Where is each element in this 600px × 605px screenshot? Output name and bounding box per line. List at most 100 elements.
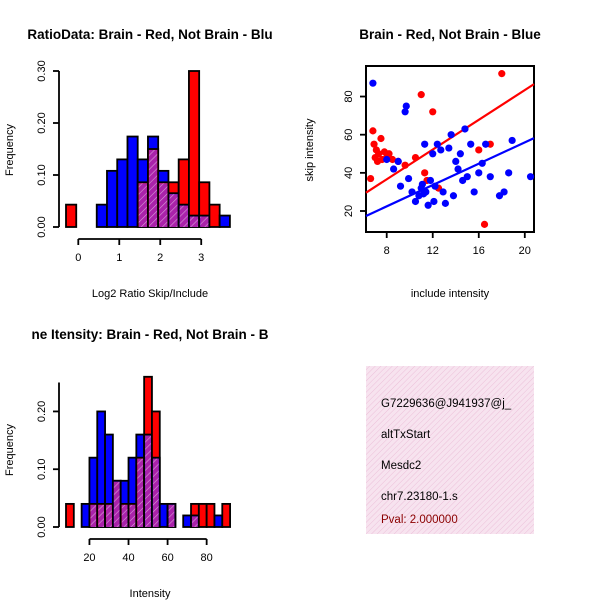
histogram-bar-brain	[208, 203, 221, 228]
scatter-x-tick-label: 12	[427, 245, 439, 257]
scatter-point-not-brain	[390, 165, 398, 173]
histogram-bar-brain	[65, 502, 75, 528]
histogram-bar-overlap-hatch	[169, 194, 178, 227]
scatter-point-not-brain	[461, 125, 469, 133]
scatter-point-brain	[370, 140, 378, 148]
histogram-bar-overlap-hatch	[179, 205, 188, 227]
intensity-histogram-axes: 20 40 60 80 0.00 0.10 0.20	[36, 382, 213, 564]
scatter-fit-line-brain	[365, 83, 535, 194]
histogram-bar-not-brain	[80, 502, 91, 528]
scatter-point-not-brain	[439, 188, 447, 196]
scatter-point-brain	[367, 174, 375, 183]
scatter-point-not-brain	[447, 131, 455, 139]
ratio-histogram-bars	[65, 70, 231, 228]
scatter-axes: 8 12 16 20 20 40 60 80	[343, 90, 531, 257]
scatter-point-not-brain	[508, 136, 516, 145]
histogram-y-tick-label: 0.30	[36, 60, 48, 81]
scatter-point-not-brain	[486, 173, 494, 181]
histogram-y-tick-label: 0.00	[36, 216, 48, 237]
intensity-histogram-ylabel: Frequency	[4, 424, 16, 476]
histogram-y-tick-label: 0.10	[36, 459, 48, 480]
histogram-bar-not-brain	[213, 514, 224, 528]
scatter-point-not-brain	[526, 173, 535, 181]
histogram-bar-overlap-hatch	[168, 504, 175, 527]
histogram-bar-overlap-hatch	[113, 481, 120, 527]
scatter-point-not-brain	[402, 102, 410, 110]
scatter-point-not-brain	[424, 201, 432, 209]
histogram-bar-not-brain	[218, 214, 231, 228]
scatter-y-tick-label: 60	[343, 129, 355, 141]
histogram-x-tick-label: 60	[161, 552, 173, 564]
scatter-point-brain	[480, 220, 489, 228]
histogram-bar-overlap-hatch	[192, 516, 198, 527]
scatter-point-brain	[429, 108, 437, 116]
scatter-point-not-brain	[430, 197, 438, 206]
histogram-x-tick-label: 80	[201, 552, 213, 564]
histogram-bar-brain	[65, 203, 78, 228]
scatter-point-brain	[421, 169, 429, 177]
scatter-point-not-brain	[463, 173, 471, 181]
histogram-bar-overlap-hatch	[137, 458, 144, 527]
scatter-point-not-brain	[429, 150, 437, 158]
histogram-x-tick-label: 20	[83, 552, 95, 564]
scatter-point-brain	[377, 134, 385, 143]
info-panel-hatch	[366, 366, 534, 534]
info-location: chr7.23180-1.s	[381, 491, 458, 503]
histogram-x-tick-label: 0	[75, 252, 81, 264]
scatter-point-not-brain	[467, 140, 475, 148]
histogram-bar-brain	[197, 502, 208, 528]
scatter-point-brain	[498, 70, 506, 78]
scatter-point-not-brain	[394, 157, 402, 166]
histogram-bar-not-brain	[126, 135, 139, 228]
scatter-point-not-brain	[482, 140, 490, 148]
scatter-point-not-brain	[452, 157, 460, 166]
scatter-point-not-brain	[401, 108, 409, 116]
info-panel: G7229636@J941937@j_ altTxStart Mesdc2 ch…	[366, 366, 534, 534]
scatter-point-brain	[475, 146, 483, 154]
histogram-bar-overlap-hatch	[138, 183, 147, 227]
histogram-bar-brain	[205, 502, 216, 528]
intensity-histogram-bars	[65, 375, 231, 528]
scatter-points	[365, 70, 535, 228]
scatter-point-not-brain	[404, 174, 413, 183]
scatter-x-tick-label: 16	[473, 245, 485, 257]
scatter-point-not-brain	[418, 180, 426, 188]
scatter-point-brain	[369, 127, 377, 135]
histogram-bar-overlap-hatch	[148, 150, 158, 227]
intensity-histogram-title: ne Itensity: Brain - Red, Not Brain - B	[31, 327, 268, 342]
scatter-y-tick-label: 80	[343, 90, 355, 102]
info-gene-name: Mesdc2	[381, 460, 421, 472]
scatter-point-not-brain	[449, 192, 458, 200]
scatter-point-not-brain	[475, 169, 483, 177]
histogram-y-tick-label: 0.00	[36, 516, 48, 537]
histogram-bar-overlap-hatch	[145, 435, 151, 527]
scatter-point-not-brain	[505, 169, 513, 177]
histogram-bar-overlap-hatch	[98, 504, 105, 527]
scatter-point-not-brain	[445, 144, 453, 152]
scatter-point-brain	[385, 150, 393, 158]
scatter-x-tick-label: 20	[519, 245, 531, 257]
intensity-histogram: ne Itensity: Brain - Red, Not Brain - B …	[4, 327, 269, 600]
ratio-histogram: RatioData: Brain - Red, Not Brain - Blu …	[4, 27, 273, 300]
scatter-point-not-brain	[437, 146, 445, 154]
histogram-bar-overlap-hatch	[129, 504, 136, 527]
histogram-bar-overlap-hatch	[159, 183, 168, 227]
info-event-type: altTxStart	[381, 429, 431, 441]
histogram-y-tick-label: 0.20	[36, 112, 48, 133]
scatter-title: Brain - Red, Not Brain - Blue	[359, 27, 541, 42]
histogram-bar-overlap-hatch	[90, 504, 97, 527]
histogram-bar-overlap-hatch	[152, 458, 159, 527]
histogram-bar-not-brain	[182, 514, 192, 528]
info-pval: Pval: 2.000000	[381, 514, 458, 526]
scatter-point-not-brain	[421, 140, 429, 148]
histogram-bar-overlap-hatch	[106, 504, 112, 527]
ratio-histogram-axes: 0 1 2 3 0.00 0.10 0.20 0.30	[36, 60, 204, 264]
histogram-x-tick-label: 2	[157, 252, 163, 264]
scatter-xlabel: include intensity	[411, 288, 490, 300]
histogram-x-tick-label: 3	[198, 252, 204, 264]
histogram-bar-brain	[221, 502, 231, 528]
scatter-point-not-brain	[456, 150, 464, 158]
scatter-point-brain	[417, 91, 425, 99]
scatter-point-not-brain	[470, 188, 478, 196]
